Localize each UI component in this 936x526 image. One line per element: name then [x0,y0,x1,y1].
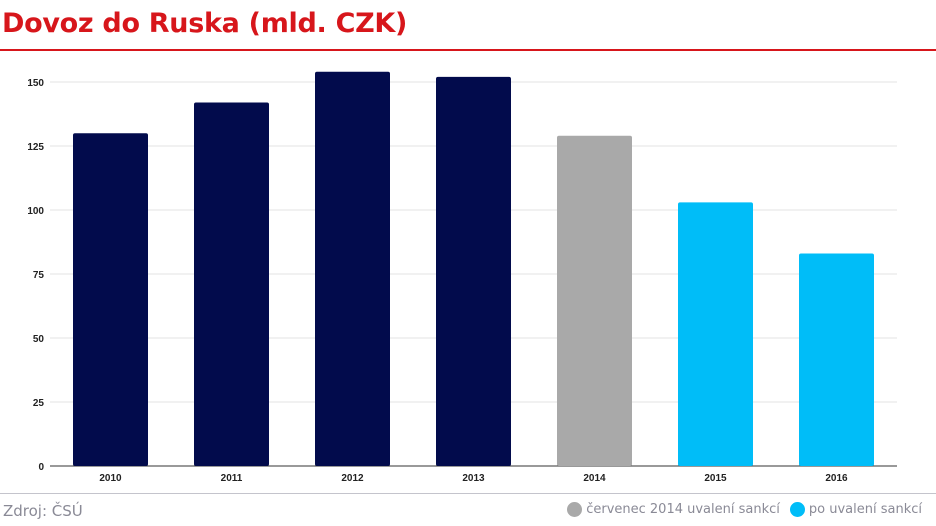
y-tick-label: 75 [33,270,45,281]
x-tick-label: 2016 [825,473,848,484]
bar-2013 [436,76,511,466]
source-note: Zdroj: ČSÚ [3,502,83,520]
legend-item-july-2014: červenec 2014 uvalení sankcí [567,502,780,517]
legend-item-after-sanctions: po uvalení sankcí [789,502,922,517]
y-tick-label: 125 [27,142,44,153]
bar-2010 [73,133,148,466]
legend-label: červenec 2014 uvalení sankcí [586,502,780,517]
x-tick-label: 2014 [583,473,606,484]
y-tick-label: 0 [38,462,44,473]
y-tick-label: 50 [33,334,45,345]
legend-swatch-blue [789,502,805,517]
x-tick-label: 2011 [221,473,243,484]
footer-divider [0,493,936,494]
y-tick-label: 100 [27,206,44,217]
legend-swatch-gray [567,502,583,517]
x-tick-label: 2015 [704,473,727,484]
bar-chart: 0 25 50 75 100 125 150 2010 2011 2012 2013 2014 2015… [27,71,897,484]
x-tick-label: 2012 [341,473,364,484]
legend-label: po uvalení sankcí [808,502,922,517]
y-tick-label: 150 [27,78,44,89]
x-tick-label: 2010 [99,473,122,484]
x-tick-label: 2013 [462,473,485,484]
bar-2012 [315,71,390,466]
title-divider [0,49,936,51]
chart-legend: červenec 2014 uvalení sankcí po uvalení … [557,502,922,517]
bar-2016 [799,253,874,466]
bar-2011 [194,102,269,466]
chart-title: Dovoz do Ruska (mld. CZK) [2,8,408,39]
bar-2015 [678,202,753,466]
y-tick-label: 25 [33,398,45,409]
bar-2014 [557,135,632,466]
